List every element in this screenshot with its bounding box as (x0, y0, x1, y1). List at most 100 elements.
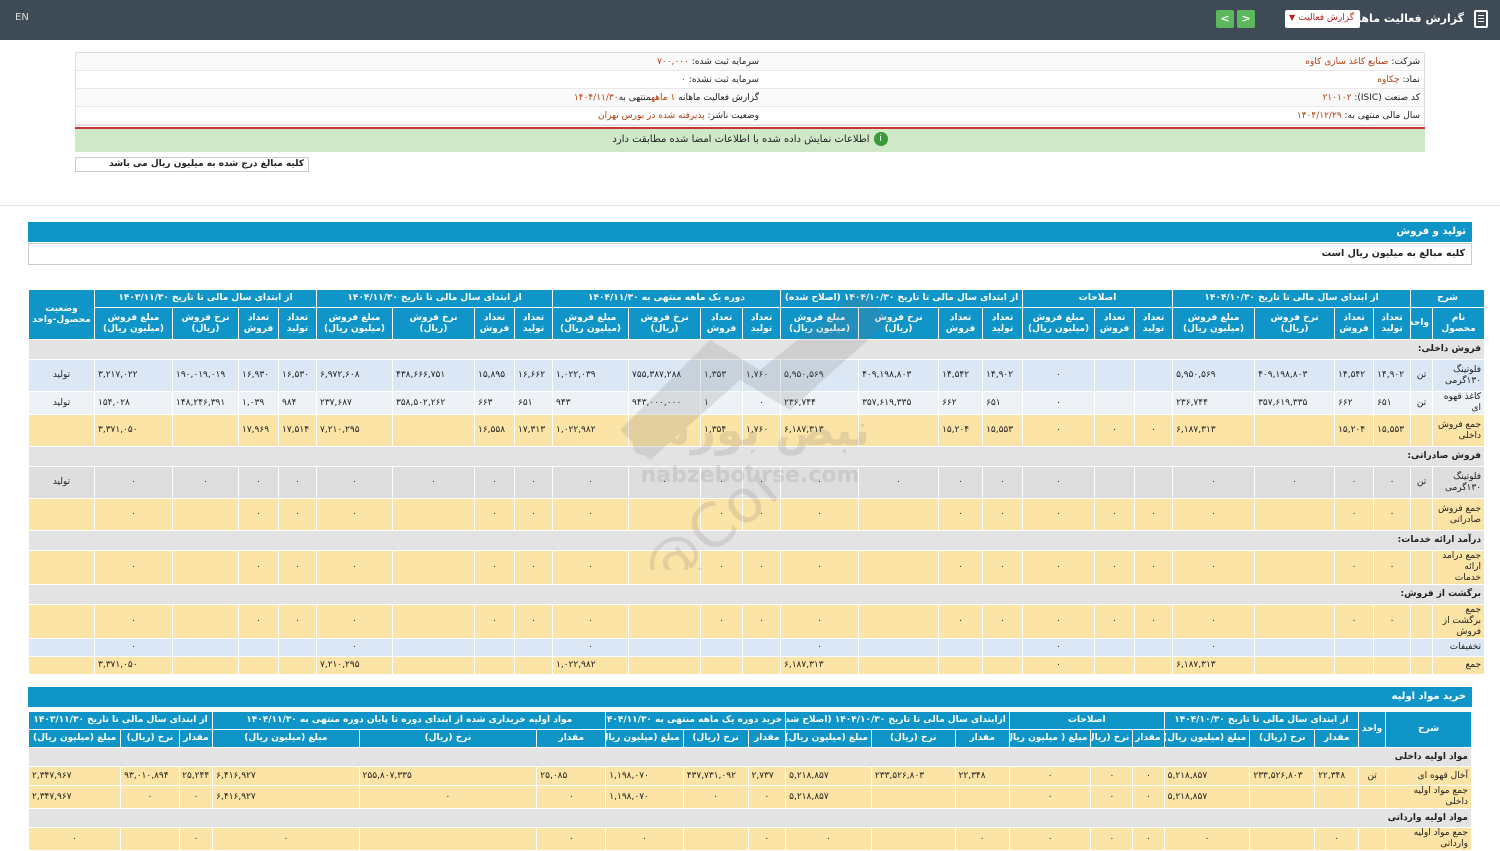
divider (0, 205, 1500, 206)
table-cell (392, 414, 475, 447)
table-cell (858, 414, 940, 447)
table-row: جمع درآمد ارائه خدمات ۰ ۰ ۰ ۰ ۰ ۰ ۰ ۰ ۰ ۰ ۰ ۰ ۰ ۰ ۰ ۰ ۰ ۰ (28, 550, 1486, 585)
table-cell: ۵,۲۱۸,۸۵۷ (1163, 785, 1251, 809)
col-product-status: وضعیت محصول-واحد (28, 289, 95, 340)
table-row: مواد اولیه داخلی (28, 747, 1472, 767)
col-header: نرخ فروش (ریال) (392, 307, 475, 340)
isic-value: ۲۱۰۱۰۲ (1322, 93, 1352, 103)
row-label: جمع فروش صادراتی (1432, 498, 1486, 531)
report-type-dropdown[interactable]: گزارش فعالیت ▼ (1285, 10, 1360, 28)
table-row: کاغذ قهوه ای تن ۶۵۱ ۶۶۲ ۳۵۷,۶۱۹,۳۳۵ ۲۳۶,۷۴۴ ۰ ۶… (28, 391, 1486, 415)
table-cell (474, 656, 515, 675)
symbol-label: نماد: (1402, 75, 1421, 85)
col-header: مبلغ فروش (میلیون ریال) (551, 307, 630, 340)
col-header: واحد (1410, 307, 1434, 340)
col-header: تعداد تولید (278, 307, 317, 340)
table-cell (120, 827, 180, 851)
col-header: تعداد فروش (1094, 307, 1136, 340)
report-end-label: منتهی به (618, 93, 652, 103)
table-cell (278, 638, 317, 657)
row-label: کاغذ قهوه ای (1432, 391, 1486, 415)
table-cell: ۶,۱۸۷,۳۱۳ (780, 656, 860, 675)
table-cell (858, 498, 940, 531)
prev-report-button[interactable]: < (1216, 10, 1234, 28)
table-cell: ۱,۱۹۸,۰۷۰ (605, 785, 684, 809)
col-group-adjustments: اصلاحات (1022, 289, 1174, 308)
table-cell: ۰ (1134, 498, 1174, 531)
col-header: مبلغ فروش (میلیون ریال) (316, 307, 393, 340)
table-cell: ۰ (682, 785, 749, 809)
table-cell: ۰ (514, 550, 553, 585)
table-cell: ۰ (474, 466, 515, 499)
isic-label: کد صنعت (ISIC): (1354, 93, 1420, 103)
table-cell: ۰ (120, 785, 180, 809)
table-cell (1373, 656, 1412, 675)
table-cell: ۰ (1008, 827, 1092, 851)
table-cell: ۰ (785, 827, 872, 851)
col-header: نرخ فروش (ریال) (172, 307, 239, 340)
table-cell (982, 656, 1024, 675)
table-cell (28, 656, 95, 675)
table-cell (1373, 638, 1412, 657)
section-label: مواد اولیه وارداتی (28, 808, 1472, 828)
table-cell: ۰ (1334, 466, 1375, 499)
table-cell: ۰ (474, 550, 515, 585)
next-report-button[interactable]: > (1237, 10, 1255, 28)
table-cell: ۰ (742, 466, 782, 499)
publisher-status-value: پذیرفته شده در بورس تهران (598, 111, 705, 121)
capital-label: سرمایه ثبت شده: (691, 57, 759, 67)
row-label: جمع (1432, 656, 1486, 675)
col-header: تعداد فروش (938, 307, 984, 340)
table-cell: ۱,۰۳۹ (238, 391, 279, 415)
table-cell: ۰ (278, 466, 317, 499)
table-cell (238, 638, 279, 657)
table-cell: ۱۷,۹۶۹ (238, 414, 279, 447)
table-cell (858, 656, 940, 675)
table-cell: ۲۳۷,۶۸۷ (316, 391, 393, 415)
table-cell (1094, 391, 1136, 415)
table-cell (1254, 638, 1336, 657)
col-group-ytd-adjusted: ازابتدای سال مالی تا تاریخ ۱۴۰۴/۱۰/۳۰ (ا… (785, 711, 1010, 730)
table-cell: ۰ (1172, 604, 1256, 639)
col-header: مقدار (1314, 729, 1360, 748)
table-cell: ۲۵۵,۸۰۷,۳۳۵ (358, 766, 538, 786)
table-cell: ۱,۷۶۰ (742, 359, 782, 392)
table-cell (628, 604, 702, 639)
table-cell: ۰ (938, 498, 984, 531)
col-group-desc: شرح (1410, 289, 1486, 308)
table-cell (628, 414, 702, 447)
language-toggle[interactable]: EN (15, 12, 29, 23)
table-cell (1410, 498, 1434, 531)
table-cell: ۰ (1172, 498, 1256, 531)
table-cell: ۱۶,۵۵۸ (474, 414, 515, 447)
col-header: مبلغ (میلیون ریال) (212, 729, 360, 748)
table-cell: ۰ (1094, 550, 1136, 585)
table-cell: ۷۵۵,۳۸۷,۲۸۸ (628, 359, 702, 392)
table-cell (700, 638, 744, 657)
table-cell: ۶۵۱ (1373, 391, 1412, 415)
table-cell: ۳,۲۱۷,۰۲۲ (94, 359, 173, 392)
table-cell: ۹۳,۰۱۰,۸۹۴ (120, 766, 180, 786)
table-cell: ۱۹۰,۰۱۹,۰۱۹ (172, 359, 239, 392)
table-cell (1254, 604, 1336, 639)
table-row: تخفیفات ۰ ۰ ۰ ۰ ۰ ۰ (28, 638, 1486, 657)
table-cell: ۶۶۳ (474, 391, 515, 415)
table-cell (628, 498, 702, 531)
table-cell: ۰ (982, 498, 1024, 531)
table-cell: ۰ (27, 827, 122, 851)
table-cell: ۲,۳۴۷,۹۶۷ (27, 785, 122, 809)
table-cell (628, 550, 702, 585)
alert-text: اطلاعات نمایش داده شده با اطلاعات امضا ش… (612, 134, 870, 145)
table-cell: ۲۳۳,۵۲۶,۸۰۳ (1249, 766, 1316, 786)
document-icon (1474, 10, 1488, 28)
table-cell: ۶,۴۱۶,۹۲۷ (212, 766, 360, 786)
col-header: مبلغ فروش (میلیون ریال) (780, 307, 860, 340)
table-cell: ۰ (474, 498, 515, 531)
table-cell (28, 414, 95, 447)
table-cell: ۰ (700, 466, 744, 499)
col-group-ytd-1404-10: از ابتدای سال مالی تا تاریخ ۱۴۰۴/۱۰/۳۰ (1172, 289, 1412, 308)
table-cell: ۰ (938, 604, 984, 639)
table-cell: ۰ (1132, 827, 1165, 851)
signature-match-alert: iاطلاعات نمایش داده شده با اطلاعات امضا … (75, 127, 1425, 152)
col-header: تعداد تولید (1134, 307, 1174, 340)
